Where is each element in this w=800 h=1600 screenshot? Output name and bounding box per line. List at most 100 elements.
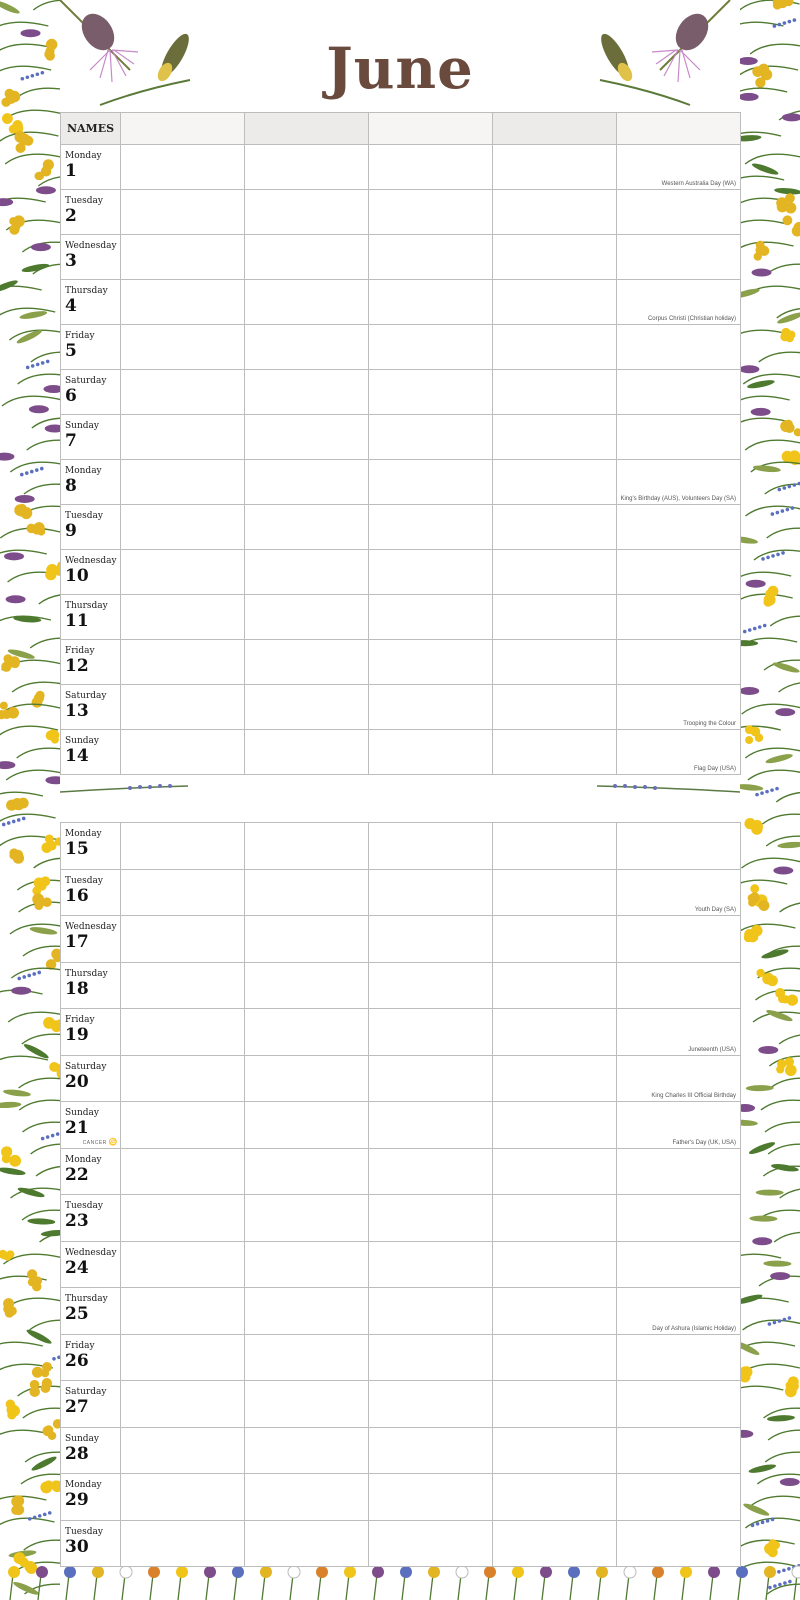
- entry-cell[interactable]: [244, 1240, 369, 1288]
- entry-cell[interactable]: [244, 279, 369, 325]
- entry-cell[interactable]: [368, 961, 493, 1009]
- entry-cell[interactable]: [492, 1380, 617, 1428]
- entry-cell[interactable]: [120, 915, 245, 963]
- entry-cell[interactable]: [120, 324, 245, 370]
- entry-cell[interactable]: [244, 594, 369, 640]
- entry-cell[interactable]: [120, 1380, 245, 1428]
- name-entry-cell[interactable]: [616, 112, 741, 145]
- entry-cell[interactable]: Western Australia Day (WA): [616, 144, 741, 190]
- entry-cell[interactable]: Juneteenth (USA): [616, 1008, 741, 1056]
- entry-cell[interactable]: [120, 868, 245, 916]
- entry-cell[interactable]: [616, 961, 741, 1009]
- entry-cell[interactable]: [492, 868, 617, 916]
- entry-cell[interactable]: [120, 684, 245, 730]
- entry-cell[interactable]: [120, 961, 245, 1009]
- entry-cell[interactable]: Father's Day (UK, USA): [616, 1101, 741, 1149]
- entry-cell[interactable]: [120, 234, 245, 280]
- entry-cell[interactable]: [368, 868, 493, 916]
- entry-cell[interactable]: [120, 1426, 245, 1474]
- entry-cell[interactable]: [120, 369, 245, 415]
- entry-cell[interactable]: [368, 1240, 493, 1288]
- entry-cell[interactable]: [492, 1101, 617, 1149]
- entry-cell[interactable]: [616, 639, 741, 685]
- entry-cell[interactable]: [244, 1333, 369, 1381]
- entry-cell[interactable]: Day of Ashura (Islamic Holiday): [616, 1287, 741, 1335]
- entry-cell[interactable]: [492, 639, 617, 685]
- entry-cell[interactable]: [616, 915, 741, 963]
- entry-cell[interactable]: [244, 961, 369, 1009]
- entry-cell[interactable]: [368, 915, 493, 963]
- entry-cell[interactable]: [616, 1240, 741, 1288]
- name-entry-cell[interactable]: [368, 112, 493, 145]
- entry-cell[interactable]: [120, 549, 245, 595]
- entry-cell[interactable]: [368, 369, 493, 415]
- entry-cell[interactable]: [120, 504, 245, 550]
- name-entry-cell[interactable]: [120, 112, 245, 145]
- entry-cell[interactable]: [120, 1240, 245, 1288]
- entry-cell[interactable]: [368, 1008, 493, 1056]
- entry-cell[interactable]: [368, 1287, 493, 1335]
- entry-cell[interactable]: [368, 1101, 493, 1149]
- entry-cell[interactable]: [492, 1426, 617, 1474]
- entry-cell[interactable]: [492, 234, 617, 280]
- entry-cell[interactable]: [616, 822, 741, 870]
- entry-cell[interactable]: [492, 189, 617, 235]
- entry-cell[interactable]: Flag Day (USA): [616, 729, 741, 775]
- entry-cell[interactable]: [616, 1519, 741, 1567]
- entry-cell[interactable]: [368, 1054, 493, 1102]
- entry-cell[interactable]: [616, 1333, 741, 1381]
- entry-cell[interactable]: [492, 1008, 617, 1056]
- entry-cell[interactable]: [368, 594, 493, 640]
- entry-cell[interactable]: Trooping the Colour: [616, 684, 741, 730]
- entry-cell[interactable]: [368, 549, 493, 595]
- entry-cell[interactable]: [120, 1101, 245, 1149]
- entry-cell[interactable]: [120, 639, 245, 685]
- entry-cell[interactable]: [244, 369, 369, 415]
- entry-cell[interactable]: [616, 369, 741, 415]
- entry-cell[interactable]: [120, 594, 245, 640]
- entry-cell[interactable]: [368, 1473, 493, 1521]
- entry-cell[interactable]: [492, 961, 617, 1009]
- entry-cell[interactable]: [492, 1147, 617, 1195]
- entry-cell[interactable]: [492, 504, 617, 550]
- entry-cell[interactable]: [492, 1519, 617, 1567]
- entry-cell[interactable]: King Charles III Official Birthday: [616, 1054, 741, 1102]
- entry-cell[interactable]: [616, 1380, 741, 1428]
- entry-cell[interactable]: [244, 414, 369, 460]
- entry-cell[interactable]: [244, 459, 369, 505]
- entry-cell[interactable]: [492, 324, 617, 370]
- entry-cell[interactable]: [368, 1380, 493, 1428]
- entry-cell[interactable]: [616, 504, 741, 550]
- entry-cell[interactable]: [492, 414, 617, 460]
- entry-cell[interactable]: [120, 1054, 245, 1102]
- entry-cell[interactable]: [368, 324, 493, 370]
- entry-cell[interactable]: [492, 1194, 617, 1242]
- entry-cell[interactable]: [616, 1426, 741, 1474]
- entry-cell[interactable]: [120, 729, 245, 775]
- entry-cell[interactable]: [244, 1147, 369, 1195]
- entry-cell[interactable]: [120, 822, 245, 870]
- entry-cell[interactable]: [368, 189, 493, 235]
- entry-cell[interactable]: [492, 1333, 617, 1381]
- entry-cell[interactable]: [368, 234, 493, 280]
- entry-cell[interactable]: [244, 504, 369, 550]
- entry-cell[interactable]: [244, 144, 369, 190]
- entry-cell[interactable]: [120, 144, 245, 190]
- entry-cell[interactable]: [244, 1054, 369, 1102]
- entry-cell[interactable]: [368, 729, 493, 775]
- entry-cell[interactable]: [120, 1287, 245, 1335]
- entry-cell[interactable]: [244, 1473, 369, 1521]
- entry-cell[interactable]: [492, 1473, 617, 1521]
- entry-cell[interactable]: [492, 729, 617, 775]
- entry-cell[interactable]: [616, 189, 741, 235]
- entry-cell[interactable]: [120, 1519, 245, 1567]
- entry-cell[interactable]: [492, 459, 617, 505]
- entry-cell[interactable]: [368, 639, 493, 685]
- entry-cell[interactable]: [368, 414, 493, 460]
- entry-cell[interactable]: [492, 279, 617, 325]
- entry-cell[interactable]: [368, 279, 493, 325]
- entry-cell[interactable]: [120, 1194, 245, 1242]
- entry-cell[interactable]: [368, 144, 493, 190]
- entry-cell[interactable]: [244, 1519, 369, 1567]
- entry-cell[interactable]: Corpus Christi (Christian holiday): [616, 279, 741, 325]
